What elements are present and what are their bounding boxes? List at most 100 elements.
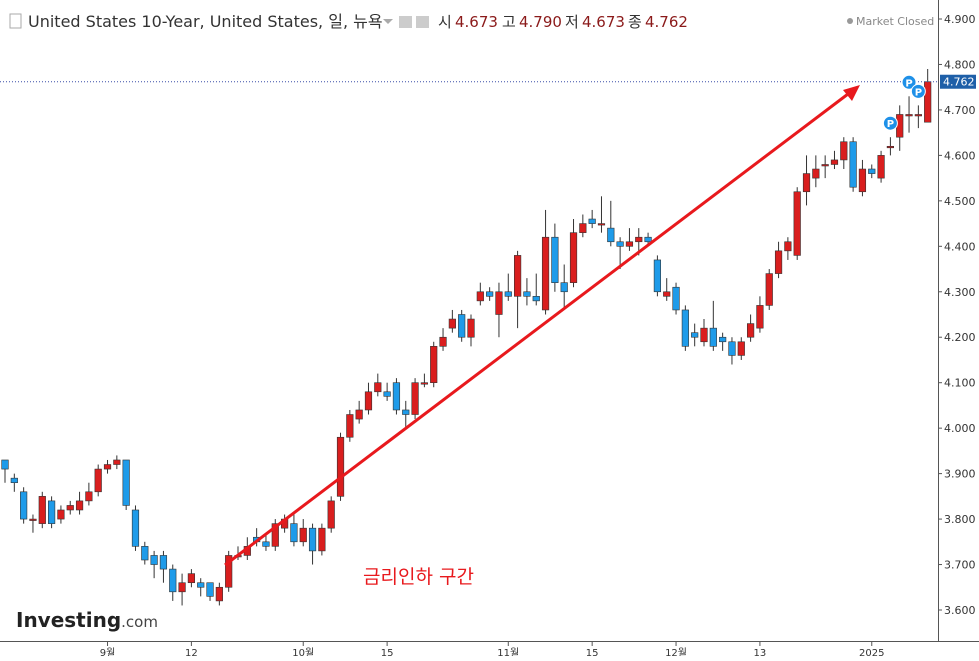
candle-body xyxy=(849,141,857,188)
candle-body xyxy=(802,173,811,193)
event-marker-label: P xyxy=(887,119,894,130)
candle-body xyxy=(262,541,270,547)
high-label: 고 xyxy=(502,13,516,31)
candle-body xyxy=(597,223,606,226)
eye-icon[interactable] xyxy=(399,16,412,28)
y-tick-label: 4.200 xyxy=(944,331,976,344)
candle-body xyxy=(439,336,447,347)
candle-body xyxy=(728,341,736,356)
candle-body xyxy=(784,241,792,252)
candle-body xyxy=(541,236,550,311)
candle-body xyxy=(672,286,680,311)
candle-body xyxy=(616,241,624,247)
open-label: 시 xyxy=(438,13,452,31)
candle-body xyxy=(141,546,149,561)
x-tick-label: 9월 xyxy=(100,647,116,656)
candle-body xyxy=(327,500,335,529)
candle-body xyxy=(765,273,773,306)
candle-body xyxy=(150,555,158,565)
candle-body xyxy=(448,318,456,329)
candle-body xyxy=(29,518,37,521)
candle-body xyxy=(10,477,18,484)
candle-body xyxy=(402,409,410,415)
trend-arrow xyxy=(224,92,849,567)
candle-body xyxy=(635,236,643,243)
candle-body xyxy=(336,436,345,497)
candle-body xyxy=(103,464,112,470)
candle-body xyxy=(290,523,298,543)
candle-body xyxy=(355,409,363,420)
candle-body xyxy=(840,141,848,161)
candles xyxy=(1,69,932,606)
candle-body xyxy=(47,500,56,524)
candle-body xyxy=(793,191,801,256)
candle-body xyxy=(57,509,65,520)
candle-body xyxy=(653,259,661,293)
candle-body xyxy=(579,223,587,233)
y-tick-label: 4.000 xyxy=(944,422,976,435)
candle-body xyxy=(868,168,876,174)
candle-body xyxy=(383,391,391,397)
candle-body xyxy=(75,500,84,511)
candle-body xyxy=(877,155,885,179)
y-tick-label: 4.100 xyxy=(944,377,976,390)
candle-body xyxy=(430,346,438,383)
candle-body xyxy=(756,305,764,329)
candle-body xyxy=(886,145,894,149)
menu-icon[interactable] xyxy=(9,13,22,29)
candle-body xyxy=(411,382,419,415)
logo-text: Investing.com xyxy=(16,608,158,632)
candle-body xyxy=(299,527,307,543)
x-tick-label: 15 xyxy=(586,648,599,656)
candle-body xyxy=(532,296,540,302)
status-dot xyxy=(847,18,853,24)
y-tick-label: 3.700 xyxy=(944,559,976,572)
candle-body xyxy=(85,491,93,502)
candle-body xyxy=(709,327,717,347)
x-tick-label: 10월 xyxy=(292,647,314,656)
candle-body xyxy=(495,291,503,315)
settings-icon[interactable] xyxy=(416,16,429,28)
x-tick-label: 12월 xyxy=(665,647,687,656)
candle-body xyxy=(513,255,522,297)
candle-body xyxy=(700,327,708,343)
candle-body xyxy=(364,391,373,411)
close-label: 종 xyxy=(628,13,642,31)
candle-body xyxy=(1,459,9,470)
market-status: Market Closed xyxy=(856,15,934,28)
event-marker-label: P xyxy=(915,87,922,98)
logo-main: Investing xyxy=(16,608,121,632)
y-tick-label: 4.800 xyxy=(944,58,976,71)
candle-body xyxy=(644,236,652,243)
event-marker xyxy=(910,83,926,99)
y-tick-label: 3.800 xyxy=(944,513,976,526)
candle-body xyxy=(774,250,783,274)
candle-body xyxy=(467,318,475,338)
y-tick-label: 4.900 xyxy=(944,13,976,26)
candle-body xyxy=(20,491,28,520)
candle-body xyxy=(178,582,186,593)
candle-body xyxy=(486,291,494,297)
open-value: 4.673 xyxy=(455,13,498,31)
arrow-head xyxy=(843,85,860,101)
candle-body xyxy=(924,81,932,123)
candle-body xyxy=(905,114,913,117)
y-tick-label: 3.900 xyxy=(944,468,976,481)
dropdown-icon[interactable] xyxy=(383,19,393,24)
x-tick-label: 11월 xyxy=(497,647,519,656)
y-tick-label: 4.400 xyxy=(944,240,976,253)
event-marker xyxy=(882,115,898,131)
candle-body xyxy=(746,323,755,338)
candle-body xyxy=(420,382,429,385)
y-tick-label: 3.600 xyxy=(944,604,976,617)
candle-body xyxy=(821,164,829,167)
last-price-box xyxy=(940,74,976,89)
candle-body xyxy=(187,573,196,584)
candle-body xyxy=(551,236,559,283)
candle-body xyxy=(159,555,168,570)
event-marker xyxy=(901,74,917,90)
candle-body xyxy=(588,218,596,224)
